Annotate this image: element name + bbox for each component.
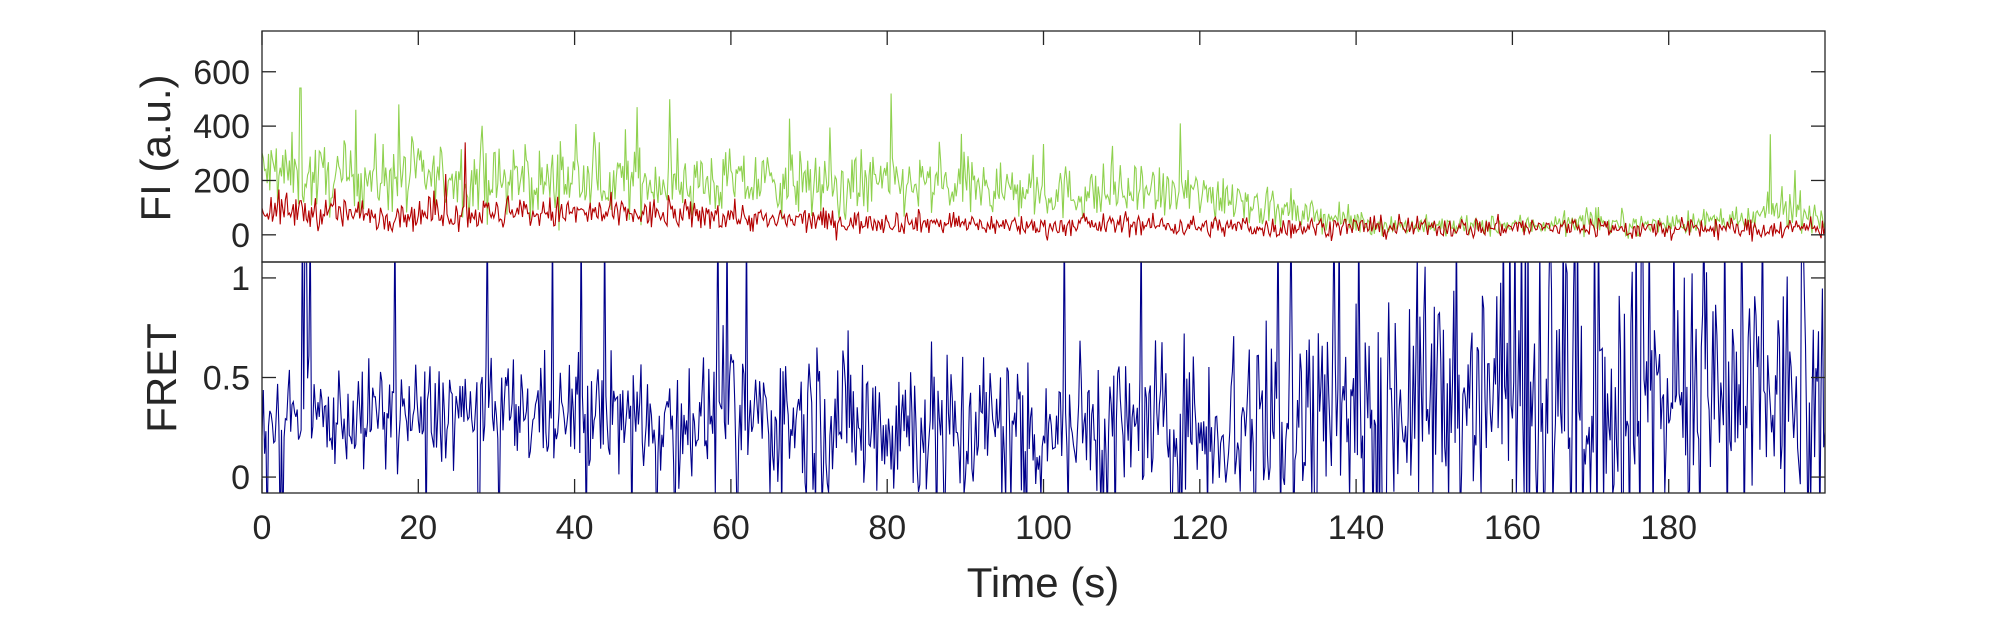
- x-tick-label: 100: [1015, 509, 1072, 547]
- fret-ytick-label: 1: [231, 260, 250, 298]
- intensity-trace-1: [262, 142, 1825, 242]
- intensity-panel: 0 200 400 600 FI (a.u.): [132, 30, 1826, 263]
- fret-ytick-label: 0: [231, 459, 250, 497]
- x-tick-label: 120: [1171, 509, 1228, 547]
- x-tick-label: 180: [1640, 509, 1697, 547]
- fret-panel: 0 0.5 1 0 20 40 60 80 100 120 140 160 180 FRET Time…: [138, 31, 1826, 606]
- intensity-ytick-label: 0: [231, 217, 250, 255]
- intensity-y-axis-label: FI (a.u.): [132, 74, 179, 221]
- intensity-ytick-label: 400: [193, 108, 250, 146]
- x-tick-label: 40: [556, 509, 594, 547]
- x-tick-label: 0: [253, 509, 272, 547]
- fret-trace-0: [262, 262, 1825, 493]
- x-tick-label: 20: [399, 509, 437, 547]
- fret-y-axis-label: FRET: [138, 323, 185, 433]
- intensity-ytick-label: 600: [193, 54, 250, 92]
- x-tick-label: 80: [868, 509, 906, 547]
- fret-axes-frame: [261, 261, 1826, 494]
- fret-ytick-label: 0.5: [203, 360, 250, 398]
- x-tick-label: 60: [712, 509, 750, 547]
- x-axis-label: Time (s): [967, 559, 1119, 606]
- intensity-ytick-label: 200: [193, 162, 250, 200]
- x-tick-label: 160: [1484, 509, 1541, 547]
- x-tick-label: 140: [1328, 509, 1385, 547]
- intensity-trace-0: [262, 87, 1825, 239]
